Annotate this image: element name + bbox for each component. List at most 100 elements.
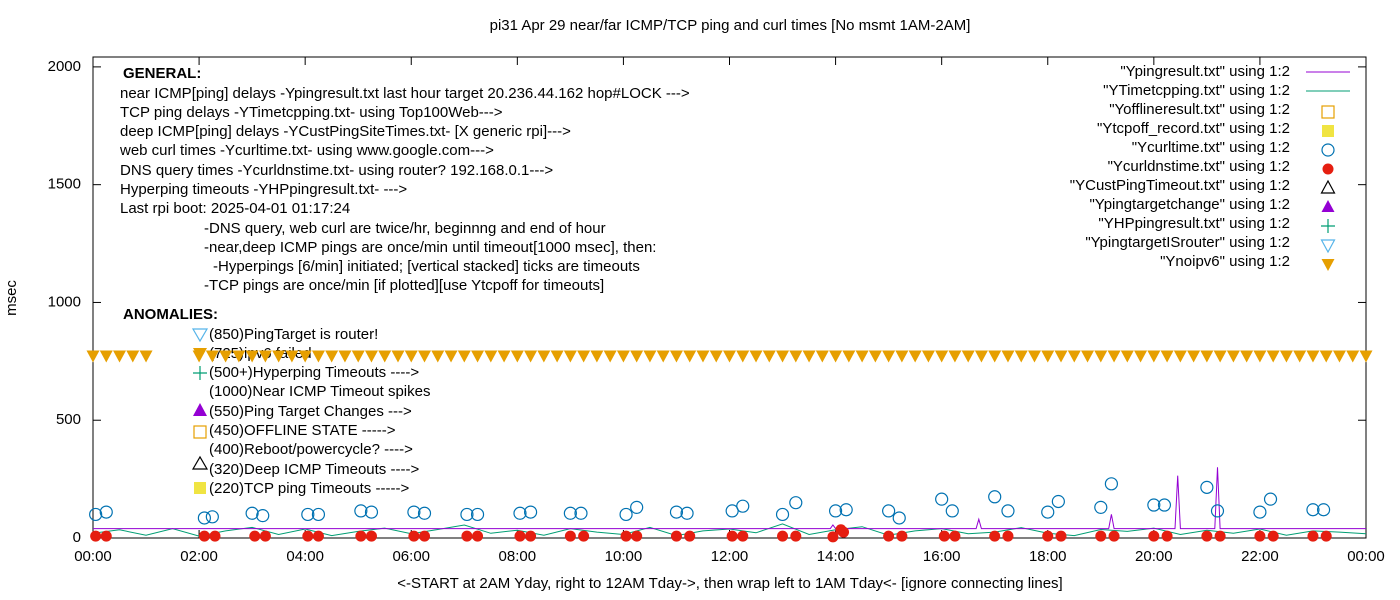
marker (988, 350, 1002, 363)
marker (892, 511, 906, 525)
annotation: Hyperping timeouts -YHPpingresult.txt- -… (120, 181, 407, 198)
annotations: GENERAL: near ICMP[ping] delays -Ypingres… (119, 65, 690, 497)
marker (882, 350, 896, 363)
marker (935, 492, 949, 506)
marker (461, 530, 473, 542)
marker (669, 350, 683, 363)
marker (325, 350, 339, 363)
y-tick-label: 1500 (48, 176, 81, 193)
marker (670, 530, 682, 542)
marker (259, 530, 271, 542)
marker (1293, 350, 1307, 363)
marker (1001, 350, 1015, 363)
marker (338, 350, 352, 363)
marker (777, 530, 789, 542)
marker (938, 530, 950, 542)
marker (1051, 494, 1065, 509)
marker (577, 350, 591, 363)
legend-label: "YTimetcpping.txt" using 1:2 (1103, 82, 1290, 99)
marker (514, 530, 526, 542)
line (93, 467, 1366, 530)
marker (563, 506, 577, 520)
marker (1054, 350, 1068, 363)
annotation: (500+)Hyperping Timeouts ----> (209, 364, 419, 381)
marker (828, 504, 843, 518)
marker (1253, 505, 1267, 519)
marker (709, 350, 723, 363)
x-tick-label: 00:00 (74, 548, 112, 565)
marker (1332, 350, 1346, 363)
legend-label: "Yofflineresult.txt" using 1:2 (1109, 101, 1290, 118)
icon (193, 425, 207, 439)
marker (1254, 530, 1266, 542)
x-tick-label: 10:00 (605, 548, 643, 565)
marker (302, 530, 314, 542)
marker (1200, 350, 1214, 363)
annotation: (1000)Near ICMP Timeout spikes (209, 383, 430, 400)
marker (895, 350, 909, 363)
marker (312, 530, 324, 542)
legend-label: "Ynoipv6" using 1:2 (1160, 253, 1290, 270)
x-tick-label: 20:00 (1135, 548, 1173, 565)
legend-key (1322, 125, 1334, 137)
marker (945, 504, 959, 518)
annotation: TCP ping delays -YTimetcpping.txt- using… (120, 104, 503, 121)
legend-label: "Ypingresult.txt" using 1:2 (1120, 63, 1290, 80)
annotation: Last rpi boot: 2025-04-01 01:17:24 (120, 200, 350, 217)
icon (191, 328, 209, 343)
marker (1104, 477, 1119, 491)
marker (198, 530, 210, 542)
x-axis-label: <-START at 2AM Yday, right to 12AM Tday-… (397, 575, 1062, 592)
marker (407, 505, 421, 519)
marker (736, 499, 750, 513)
marker (762, 350, 776, 363)
marker (1200, 480, 1214, 494)
marker (1042, 530, 1054, 542)
marker (1306, 350, 1320, 363)
legend-label: "YCustPingTimeout.txt" using 1:2 (1070, 177, 1290, 194)
marker (620, 530, 632, 542)
icon (191, 455, 209, 470)
marker (197, 511, 211, 525)
marker (484, 350, 498, 363)
x-tick-label: 08:00 (499, 548, 537, 565)
x-tick-label: 06:00 (392, 548, 430, 565)
marker (749, 350, 763, 363)
marker (1041, 350, 1055, 363)
marker (364, 350, 378, 363)
marker (802, 350, 816, 363)
marker (574, 506, 588, 520)
legend-key (1322, 163, 1334, 175)
marker (643, 350, 657, 363)
legend-label: "Ytcpoff_record.txt" using 1:2 (1097, 120, 1290, 137)
marker (1267, 530, 1279, 542)
marker (680, 506, 694, 520)
marker (391, 350, 405, 363)
marker (311, 507, 326, 522)
marker (1055, 530, 1067, 542)
marker (365, 530, 377, 542)
marker (408, 530, 420, 542)
marker (564, 530, 576, 542)
marker (883, 530, 895, 542)
series (86, 350, 1373, 363)
marker (1210, 504, 1225, 518)
marker (1094, 350, 1108, 363)
marker (431, 350, 445, 363)
marker (249, 530, 261, 542)
annotation: (450)OFFLINE STATE -----> (209, 422, 396, 439)
marker (272, 350, 286, 363)
x-tick-label: 00:00 (1347, 548, 1385, 565)
annotation: deep ICMP[ping] delays -YCustPingSiteTim… (120, 123, 571, 140)
annotation: (400)Reboot/powercycle? ----> (209, 441, 413, 458)
marker (192, 350, 206, 363)
legend-key (1321, 200, 1335, 212)
legend-key (1321, 219, 1335, 233)
annotation: near ICMP[ping] delays -Ypingresult.txt … (120, 85, 690, 102)
marker (537, 350, 551, 363)
legend-label: "YpingtargetISrouter" using 1:2 (1085, 234, 1290, 251)
x-tick-label: 18:00 (1029, 548, 1067, 565)
marker (1027, 350, 1041, 363)
marker (86, 350, 100, 363)
annotation: (220)TCP ping Timeouts -----> (209, 480, 409, 497)
